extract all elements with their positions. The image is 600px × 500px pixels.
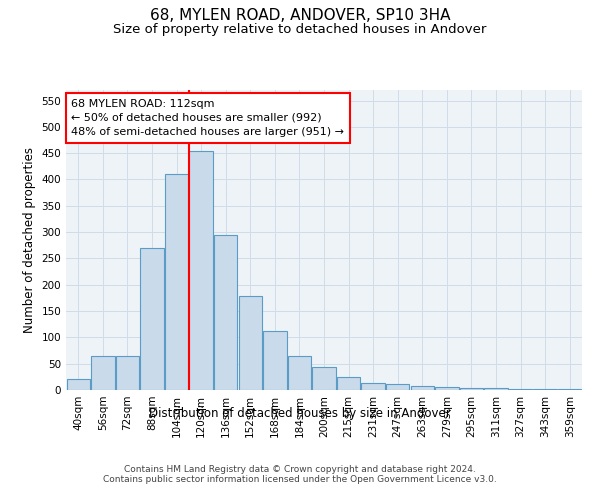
Bar bbox=[361, 382, 385, 390]
Bar bbox=[140, 248, 164, 390]
Bar bbox=[116, 356, 139, 390]
Bar bbox=[533, 389, 557, 390]
Bar bbox=[313, 367, 335, 390]
Bar bbox=[67, 380, 90, 390]
Text: 68 MYLEN ROAD: 112sqm
← 50% of detached houses are smaller (992)
48% of semi-det: 68 MYLEN ROAD: 112sqm ← 50% of detached … bbox=[71, 99, 344, 137]
Bar bbox=[484, 388, 508, 390]
Y-axis label: Number of detached properties: Number of detached properties bbox=[23, 147, 36, 333]
Bar bbox=[337, 377, 360, 390]
Bar bbox=[91, 356, 115, 390]
Bar bbox=[435, 387, 458, 390]
Bar bbox=[558, 389, 581, 390]
Bar bbox=[386, 384, 409, 390]
Text: 68, MYLEN ROAD, ANDOVER, SP10 3HA: 68, MYLEN ROAD, ANDOVER, SP10 3HA bbox=[150, 8, 450, 22]
Text: Contains HM Land Registry data © Crown copyright and database right 2024.
Contai: Contains HM Land Registry data © Crown c… bbox=[103, 465, 497, 484]
Bar bbox=[239, 296, 262, 390]
Bar bbox=[263, 330, 287, 390]
Bar bbox=[214, 234, 238, 390]
Text: Size of property relative to detached houses in Andover: Size of property relative to detached ho… bbox=[113, 22, 487, 36]
Bar bbox=[190, 150, 213, 390]
Bar bbox=[460, 388, 483, 390]
Bar bbox=[509, 389, 532, 390]
Bar bbox=[165, 174, 188, 390]
Bar bbox=[288, 356, 311, 390]
Text: Distribution of detached houses by size in Andover: Distribution of detached houses by size … bbox=[149, 408, 451, 420]
Bar bbox=[410, 386, 434, 390]
